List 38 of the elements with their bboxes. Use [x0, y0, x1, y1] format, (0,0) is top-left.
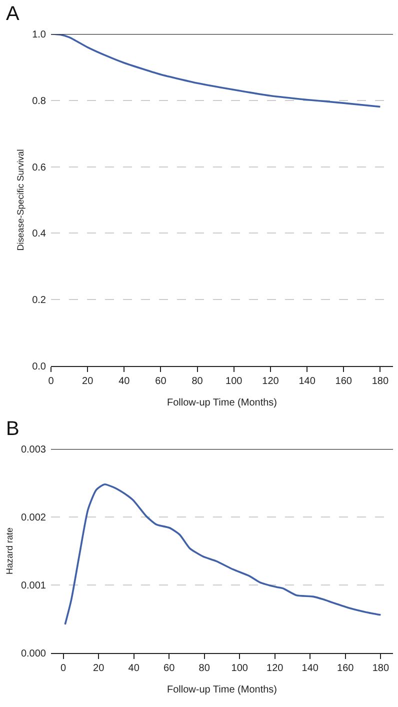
x-tick-label: 160	[335, 376, 352, 388]
y-tick-label: 0.002	[20, 512, 46, 524]
chart-title: A	[6, 3, 20, 25]
x-tick-label: 40	[128, 663, 140, 674]
x-tick-label: 80	[192, 376, 204, 388]
x-tick-label: 100	[231, 663, 248, 674]
x-tick-label: 140	[298, 376, 316, 388]
y-tick-label: 0.2	[32, 295, 46, 306]
y-tick-label: 0.4	[32, 228, 46, 240]
x-tick-label: 20	[82, 376, 94, 388]
y-tick-label: 0.001	[20, 580, 46, 592]
y-axis-title: Hazard rate	[4, 527, 14, 575]
x-tick-label: 100	[226, 376, 243, 388]
x-axis-title: Follow-up Time (Months)	[166, 684, 278, 696]
line-series	[64, 483, 382, 626]
y-tick-label: 0.0	[32, 362, 46, 372]
x-tick-label: 20	[93, 663, 105, 674]
x-tick-label: 160	[337, 663, 354, 674]
y-tick-label: 0.8	[32, 96, 46, 107]
x-tick-label: 40	[118, 376, 130, 388]
x-tick-label: 180	[372, 663, 390, 674]
x-tick-label: 60	[155, 376, 167, 388]
y-axis-title: Disease-Specific Survival	[15, 149, 26, 251]
x-tick-label: 120	[266, 663, 284, 674]
line-series	[51, 34, 382, 108]
x-axis-title: Follow-up Time (Months)	[166, 398, 278, 409]
x-tick-label: 120	[262, 376, 280, 388]
y-tick-label: 0.003	[20, 444, 46, 456]
x-tick-label: 140	[302, 663, 319, 674]
y-tick-label: 1.0	[32, 30, 46, 40]
y-tick-label: 0.6	[32, 162, 46, 174]
y-tick-label: 0.000	[20, 648, 46, 660]
x-tick-label: 180	[372, 376, 389, 388]
chart-title: B	[6, 418, 20, 440]
x-tick-label: 80	[198, 663, 210, 674]
x-tick-label: 0	[48, 376, 54, 388]
x-tick-label: 0	[60, 663, 67, 674]
x-tick-label: 60	[164, 663, 176, 674]
